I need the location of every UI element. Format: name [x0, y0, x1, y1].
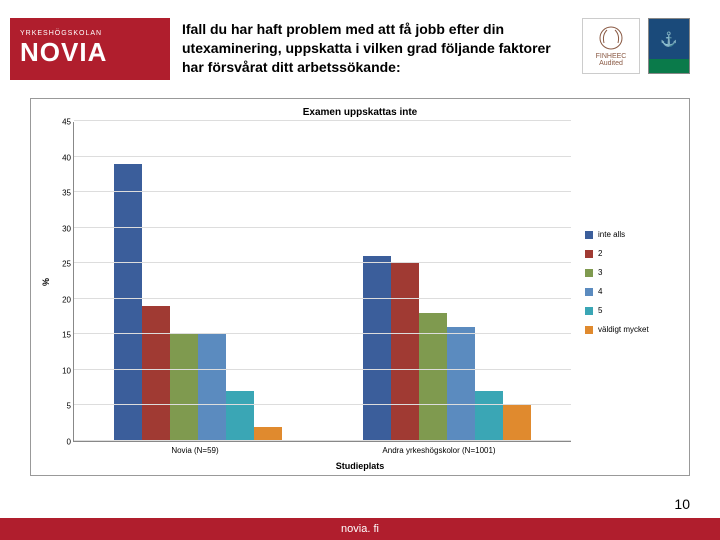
bar-groups	[74, 122, 571, 441]
bar	[198, 334, 226, 441]
page-title: Ifall du har haft problem med att få job…	[182, 18, 570, 77]
gridline	[74, 404, 571, 405]
gridline	[74, 191, 571, 192]
gridline	[74, 333, 571, 334]
x-labels: Novia (N=59)Andra yrkeshögskolor (N=1001…	[73, 442, 561, 455]
bar	[503, 405, 531, 441]
y-tick: 35	[62, 189, 71, 198]
legend-label: väldigt mycket	[598, 325, 649, 334]
logo-title: NOVIA	[20, 37, 170, 68]
legend-swatch	[585, 326, 593, 334]
badge1-title: FINHEEC	[596, 53, 627, 60]
bar	[170, 334, 198, 441]
legend-swatch	[585, 269, 593, 277]
bar-group	[74, 122, 323, 441]
gridline	[74, 156, 571, 157]
legend-item: 4	[585, 287, 681, 296]
logo-subtitle: YRKESHÖGSKOLAN	[20, 30, 170, 37]
y-ticks: 051015202530354045	[53, 122, 73, 442]
gridline	[74, 298, 571, 299]
legend-swatch	[585, 288, 593, 296]
y-tick: 30	[62, 224, 71, 233]
y-axis-label: %	[39, 122, 53, 442]
legend-swatch	[585, 307, 593, 315]
gridline	[74, 227, 571, 228]
bar	[363, 256, 391, 441]
badge2-stripe	[649, 59, 689, 73]
x-label: Andra yrkeshögskolor (N=1001)	[317, 442, 561, 455]
chart-container: Examen uppskattas inte % 051015202530354…	[30, 98, 690, 476]
gridline	[74, 440, 571, 441]
y-tick: 20	[62, 295, 71, 304]
chart-title: Examen uppskattas inte	[39, 107, 681, 118]
y-tick: 5	[67, 402, 71, 411]
bar-group	[323, 122, 572, 441]
legend-label: 4	[598, 287, 602, 296]
legend: inte alls 2 3 4 5 väldigt mycket	[571, 122, 681, 442]
gridline	[74, 120, 571, 121]
chart-body: % 051015202530354045 inte alls2345väldig…	[39, 122, 681, 442]
y-tick: 10	[62, 366, 71, 375]
legend-item: inte alls	[585, 230, 681, 239]
legend-item: 5	[585, 306, 681, 315]
footer: novia. fi	[0, 518, 720, 540]
legend-swatch	[585, 250, 593, 258]
bar	[254, 427, 282, 441]
x-label: Novia (N=59)	[73, 442, 317, 455]
bar	[475, 391, 503, 441]
legend-label: 2	[598, 249, 602, 258]
y-tick: 15	[62, 331, 71, 340]
novia-logo: YRKESHÖGSKOLAN NOVIA	[10, 18, 170, 80]
gridline	[74, 262, 571, 263]
bar	[142, 306, 170, 441]
badges: FINHEEC Audited ⚓	[582, 18, 690, 74]
finheec-badge: FINHEEC Audited	[582, 18, 640, 74]
legend-swatch	[585, 231, 593, 239]
header: YRKESHÖGSKOLAN NOVIA Ifall du har haft p…	[0, 0, 720, 90]
dnv-badge: ⚓	[648, 18, 690, 74]
bar	[447, 327, 475, 441]
legend-item: 3	[585, 268, 681, 277]
page-number: 10	[674, 496, 690, 512]
bar	[114, 164, 142, 441]
y-tick: 45	[62, 118, 71, 127]
legend-label: 5	[598, 306, 602, 315]
bar	[391, 263, 419, 441]
bar	[419, 313, 447, 441]
x-axis-title: Studieplats	[39, 461, 681, 471]
y-tick: 0	[67, 438, 71, 447]
laurel-icon	[598, 25, 624, 51]
bar	[226, 391, 254, 441]
legend-label: 3	[598, 268, 602, 277]
gridline	[74, 369, 571, 370]
y-tick: 25	[62, 260, 71, 269]
y-tick: 40	[62, 153, 71, 162]
badge1-sub: Audited	[599, 60, 623, 67]
anchor-icon: ⚓	[649, 19, 689, 59]
legend-item: 2	[585, 249, 681, 258]
legend-item: väldigt mycket	[585, 325, 681, 334]
legend-label: inte alls	[598, 230, 625, 239]
plot-area	[73, 122, 571, 442]
